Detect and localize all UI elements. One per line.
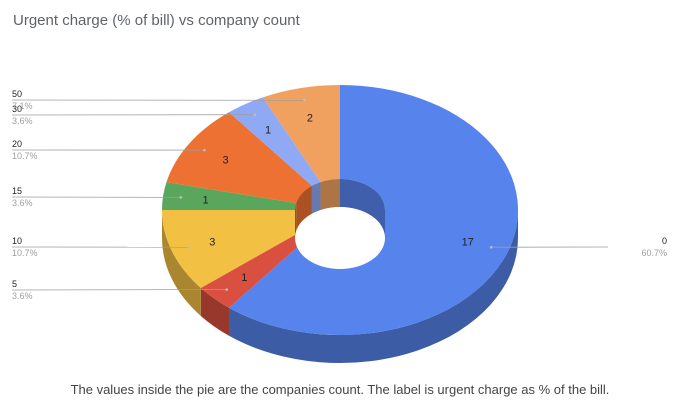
slice-label-50: 50: [12, 89, 22, 99]
leader-line-5: [11, 289, 227, 291]
leader-dot-20: [203, 148, 206, 152]
slice-percent-20: 10.7%: [12, 151, 38, 161]
slice-label-0: 0: [662, 236, 667, 246]
chart-caption: The values inside the pie are the compan…: [70, 382, 610, 397]
pie-inner-wall-20: [296, 185, 312, 232]
pie-side-5: [200, 287, 230, 336]
slice-percent-15: 3.6%: [12, 198, 33, 208]
slice-value-5: 1: [241, 272, 247, 284]
slice-percent-5: 3.6%: [12, 291, 33, 301]
pie-slice-10: [162, 210, 305, 288]
pie-inner-wall-15: [295, 203, 297, 238]
pie-slice-15: [162, 182, 297, 210]
pie-slice-5: [200, 229, 312, 308]
slice-percent-30: 3.6%: [12, 116, 33, 126]
leader-dot-30: [253, 113, 257, 116]
slice-value-50: 2: [307, 112, 313, 124]
slice-label-20: 20: [12, 139, 22, 149]
slice-percent-0: 60.7%: [641, 248, 667, 258]
leader-dot-0: [489, 245, 493, 249]
slice-percent-50: 7.1%: [12, 101, 33, 111]
leader-dot-50: [303, 99, 306, 102]
slice-label-10: 10: [12, 236, 22, 246]
leader-dot-15: [179, 196, 183, 199]
pie-slice-20: [166, 112, 312, 204]
leader-dot-5: [225, 288, 228, 291]
slice-value-30: 1: [265, 125, 271, 137]
slice-label-15: 15: [12, 186, 22, 196]
slice-label-5: 5: [12, 279, 17, 289]
slice-value-20: 3: [222, 155, 228, 167]
slice-value-0: 17: [462, 236, 474, 248]
leader-dot-10: [187, 245, 191, 249]
pie-side-0: [229, 210, 518, 364]
slice-value-10: 3: [209, 236, 215, 248]
pie-slice-50: [262, 85, 340, 183]
slice-label-30: 30: [12, 104, 22, 114]
pie-inner-wall-0: [340, 179, 385, 238]
pie-slice-0: [229, 85, 518, 335]
pie-inner-wall-30: [311, 182, 321, 214]
pie-inner-wall-50: [320, 179, 340, 211]
pie-hole: [295, 207, 385, 269]
pie-slice-30: [229, 97, 321, 186]
slice-value-15: 1: [203, 194, 209, 206]
slice-percent-10: 10.7%: [12, 248, 38, 258]
chart-title: Urgent charge (% of bill) vs company cou…: [13, 12, 300, 29]
